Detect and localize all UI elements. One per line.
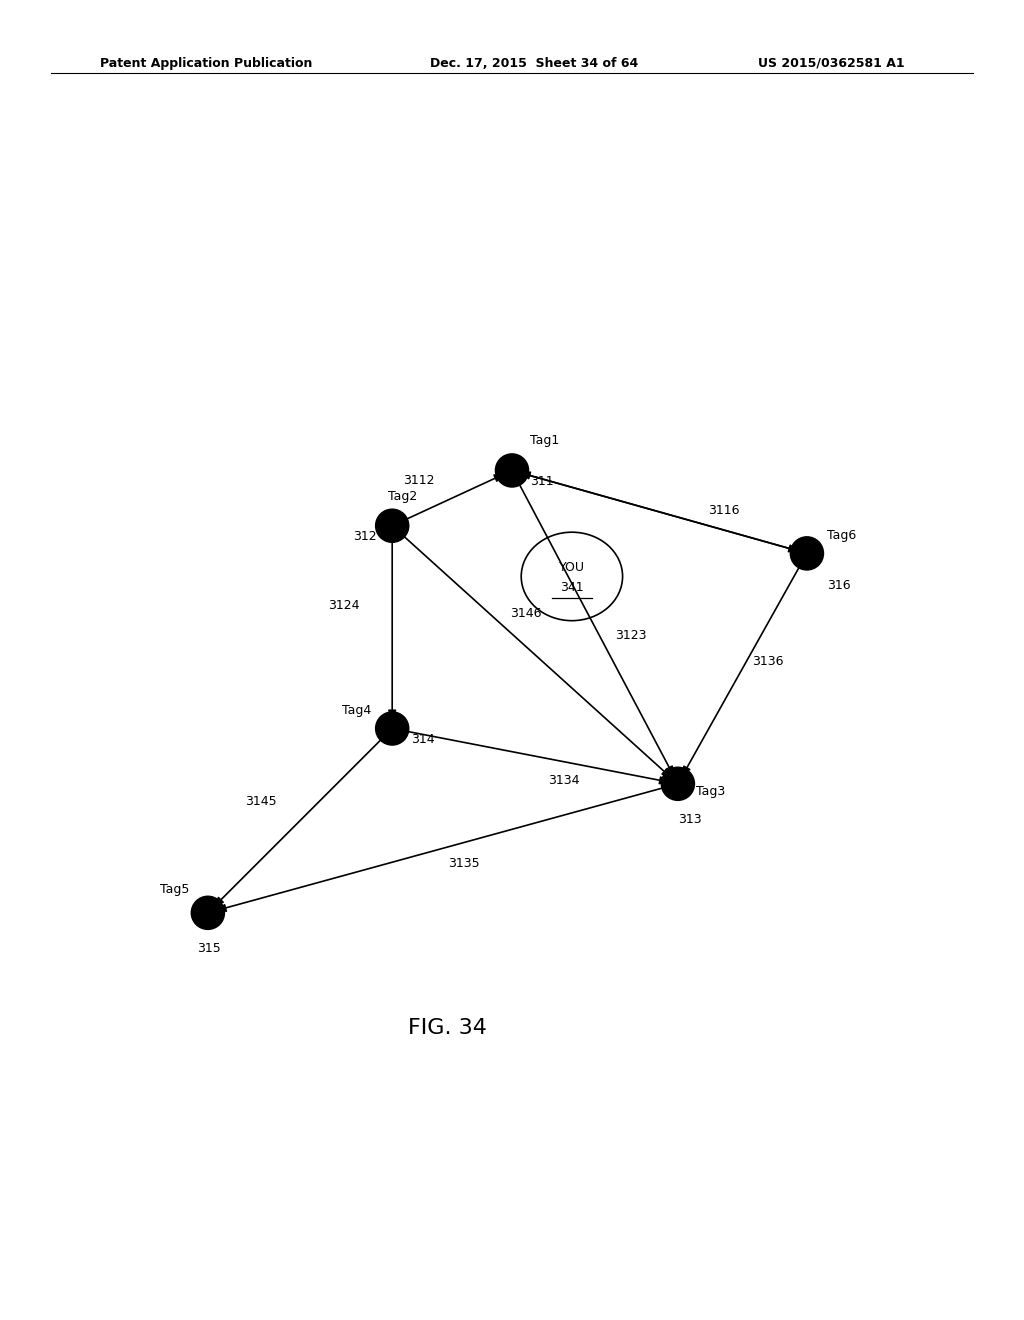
Text: 312: 312 bbox=[353, 531, 377, 544]
Text: 316: 316 bbox=[827, 579, 851, 593]
Text: Tag2: Tag2 bbox=[387, 490, 417, 503]
Text: 3134: 3134 bbox=[548, 774, 580, 787]
Text: Tag5: Tag5 bbox=[160, 883, 189, 896]
Text: Tag4: Tag4 bbox=[341, 705, 371, 718]
Text: 315: 315 bbox=[197, 942, 220, 956]
Circle shape bbox=[376, 711, 409, 744]
Text: 3136: 3136 bbox=[753, 655, 784, 668]
Text: Patent Application Publication: Patent Application Publication bbox=[100, 57, 312, 70]
Circle shape bbox=[662, 767, 694, 800]
Circle shape bbox=[496, 454, 528, 487]
Circle shape bbox=[191, 896, 224, 929]
Text: 3124: 3124 bbox=[329, 599, 360, 612]
Text: 3145: 3145 bbox=[246, 795, 278, 808]
Text: 311: 311 bbox=[530, 475, 554, 488]
Text: Tag1: Tag1 bbox=[530, 434, 560, 447]
Circle shape bbox=[791, 537, 823, 570]
Text: 314: 314 bbox=[411, 733, 434, 746]
Text: 3112: 3112 bbox=[402, 474, 434, 487]
Circle shape bbox=[376, 510, 409, 543]
Text: Dec. 17, 2015  Sheet 34 of 64: Dec. 17, 2015 Sheet 34 of 64 bbox=[430, 57, 638, 70]
Text: Tag3: Tag3 bbox=[696, 784, 726, 797]
Text: 341: 341 bbox=[560, 581, 584, 594]
Text: Tag6: Tag6 bbox=[827, 529, 856, 543]
Text: 3135: 3135 bbox=[449, 857, 479, 870]
Text: 3116: 3116 bbox=[708, 504, 739, 516]
Text: 3123: 3123 bbox=[615, 630, 647, 642]
Text: 313: 313 bbox=[678, 813, 701, 826]
Text: YOU: YOU bbox=[559, 561, 585, 574]
Text: FIG. 34: FIG. 34 bbox=[408, 1018, 487, 1038]
Text: US 2015/0362581 A1: US 2015/0362581 A1 bbox=[758, 57, 904, 70]
Text: 3146: 3146 bbox=[510, 607, 542, 620]
